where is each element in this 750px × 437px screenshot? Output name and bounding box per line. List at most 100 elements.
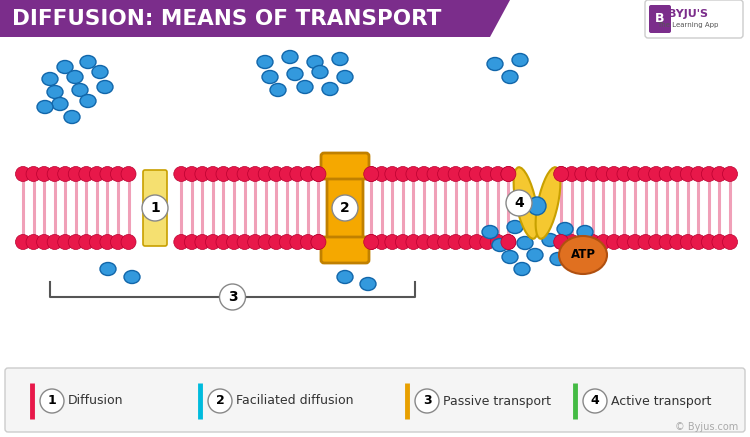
Ellipse shape — [42, 73, 58, 86]
FancyBboxPatch shape — [143, 170, 167, 246]
Circle shape — [268, 235, 284, 250]
Circle shape — [385, 166, 400, 181]
Circle shape — [311, 235, 326, 250]
Text: Active transport: Active transport — [611, 395, 711, 407]
Circle shape — [554, 235, 568, 250]
Circle shape — [374, 166, 389, 181]
Ellipse shape — [92, 66, 108, 79]
Circle shape — [89, 166, 104, 181]
Ellipse shape — [287, 67, 303, 80]
Ellipse shape — [312, 66, 328, 79]
Circle shape — [68, 166, 83, 181]
Circle shape — [237, 166, 252, 181]
Circle shape — [311, 166, 326, 181]
Ellipse shape — [332, 52, 348, 66]
Circle shape — [58, 235, 73, 250]
Circle shape — [184, 235, 200, 250]
Circle shape — [237, 235, 252, 250]
Ellipse shape — [37, 101, 53, 114]
Ellipse shape — [262, 70, 278, 83]
FancyBboxPatch shape — [649, 5, 671, 33]
Circle shape — [121, 166, 136, 181]
Circle shape — [174, 235, 189, 250]
Ellipse shape — [512, 53, 528, 66]
Ellipse shape — [514, 263, 530, 275]
Circle shape — [501, 235, 516, 250]
Text: 1: 1 — [150, 201, 160, 215]
Circle shape — [628, 166, 643, 181]
Ellipse shape — [67, 70, 83, 83]
Circle shape — [691, 166, 706, 181]
Circle shape — [220, 284, 245, 310]
Circle shape — [37, 166, 52, 181]
Circle shape — [58, 166, 73, 181]
Text: 4: 4 — [591, 395, 599, 407]
Circle shape — [395, 235, 410, 250]
Circle shape — [638, 235, 653, 250]
Circle shape — [279, 166, 294, 181]
Circle shape — [374, 235, 389, 250]
Circle shape — [528, 197, 546, 215]
Circle shape — [649, 235, 664, 250]
Circle shape — [100, 166, 115, 181]
Circle shape — [301, 166, 316, 181]
Circle shape — [121, 235, 136, 250]
Circle shape — [37, 235, 52, 250]
Text: 1: 1 — [48, 395, 56, 407]
Circle shape — [722, 166, 737, 181]
Polygon shape — [0, 0, 510, 37]
Ellipse shape — [550, 253, 566, 266]
Ellipse shape — [536, 167, 560, 239]
Circle shape — [184, 166, 200, 181]
Text: The Learning App: The Learning App — [657, 22, 718, 28]
Text: Passive transport: Passive transport — [443, 395, 551, 407]
Circle shape — [691, 235, 706, 250]
Circle shape — [659, 235, 674, 250]
Circle shape — [459, 166, 474, 181]
Circle shape — [47, 166, 62, 181]
Text: 3: 3 — [423, 395, 431, 407]
Circle shape — [26, 166, 41, 181]
Circle shape — [583, 389, 607, 413]
Circle shape — [208, 389, 232, 413]
Circle shape — [47, 235, 62, 250]
Ellipse shape — [124, 271, 140, 284]
Circle shape — [364, 166, 379, 181]
Ellipse shape — [100, 263, 116, 275]
Ellipse shape — [532, 218, 548, 230]
Circle shape — [110, 235, 125, 250]
Circle shape — [470, 235, 484, 250]
Circle shape — [79, 235, 94, 250]
Circle shape — [712, 235, 727, 250]
Circle shape — [216, 166, 231, 181]
Ellipse shape — [557, 222, 573, 236]
Circle shape — [448, 235, 464, 250]
Circle shape — [364, 235, 379, 250]
Ellipse shape — [72, 83, 88, 97]
Circle shape — [290, 235, 304, 250]
Circle shape — [268, 166, 284, 181]
Ellipse shape — [297, 80, 313, 94]
Text: Faciliated diffusion: Faciliated diffusion — [236, 395, 353, 407]
Circle shape — [427, 166, 442, 181]
Ellipse shape — [559, 236, 607, 274]
Circle shape — [100, 235, 115, 250]
Circle shape — [206, 235, 220, 250]
Circle shape — [406, 235, 421, 250]
Ellipse shape — [47, 86, 63, 98]
Ellipse shape — [502, 250, 518, 264]
Ellipse shape — [542, 233, 558, 246]
Circle shape — [79, 166, 94, 181]
Circle shape — [701, 166, 716, 181]
Circle shape — [670, 166, 685, 181]
Circle shape — [142, 195, 168, 221]
Circle shape — [226, 235, 242, 250]
Circle shape — [490, 235, 506, 250]
Ellipse shape — [307, 55, 323, 69]
Ellipse shape — [492, 239, 508, 252]
Circle shape — [574, 235, 590, 250]
Circle shape — [506, 190, 532, 216]
FancyBboxPatch shape — [327, 163, 363, 253]
Circle shape — [554, 166, 568, 181]
FancyBboxPatch shape — [321, 237, 369, 263]
